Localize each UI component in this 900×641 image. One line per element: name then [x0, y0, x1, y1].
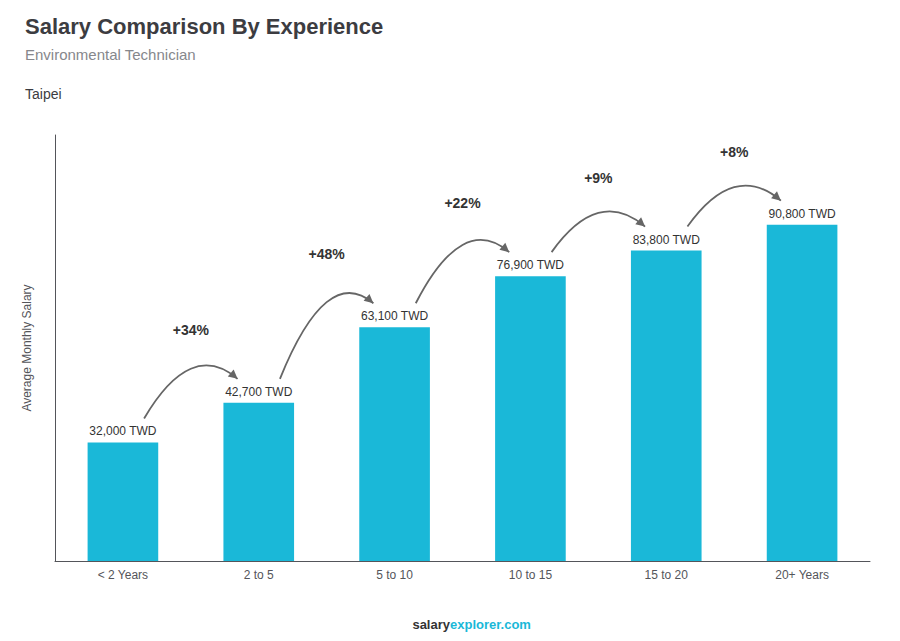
svg-text:5 to 10: 5 to 10 [376, 568, 413, 582]
svg-text:15 to 20: 15 to 20 [645, 568, 689, 582]
svg-text:42,700 TWD: 42,700 TWD [225, 385, 292, 399]
svg-text:salary: salary [412, 617, 450, 632]
svg-text:+48%: +48% [309, 246, 346, 262]
svg-text:+8%: +8% [720, 144, 749, 160]
svg-text:Salary Comparison By Experienc: Salary Comparison By Experience [25, 14, 383, 39]
svg-text:90,800 TWD: 90,800 TWD [769, 207, 836, 221]
svg-text:+22%: +22% [444, 195, 481, 211]
svg-text:< 2 Years: < 2 Years [98, 568, 148, 582]
svg-text:63,100 TWD: 63,100 TWD [361, 309, 428, 323]
svg-text:Average Monthly Salary: Average Monthly Salary [20, 284, 34, 411]
svg-text:76,900 TWD: 76,900 TWD [497, 258, 564, 272]
svg-text:+9%: +9% [584, 170, 613, 186]
svg-text:83,800 TWD: 83,800 TWD [633, 233, 700, 247]
svg-text:32,000 TWD: 32,000 TWD [89, 424, 156, 438]
svg-text:explorer.com: explorer.com [450, 617, 531, 632]
svg-text:Taipei: Taipei [25, 86, 62, 102]
svg-text:2 to 5: 2 to 5 [244, 568, 274, 582]
svg-text:10 to 15: 10 to 15 [509, 568, 553, 582]
svg-text:Environmental Technician: Environmental Technician [25, 46, 196, 63]
svg-text:20+ Years: 20+ Years [775, 568, 829, 582]
svg-text:+34%: +34% [173, 322, 210, 338]
